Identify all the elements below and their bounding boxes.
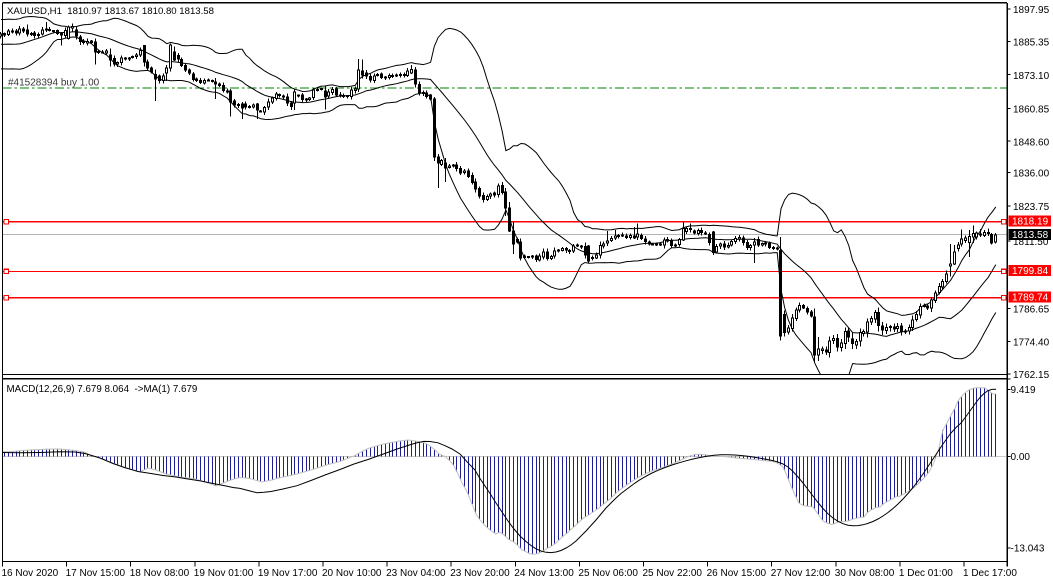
svg-text:1813.58: 1813.58 <box>1012 230 1049 241</box>
svg-text:20 Nov 10:00: 20 Nov 10:00 <box>322 568 382 579</box>
svg-text:1789.74: 1789.74 <box>1012 293 1049 304</box>
svg-text:1786.65: 1786.65 <box>1013 305 1050 316</box>
svg-text:1799.84: 1799.84 <box>1012 266 1049 277</box>
svg-text:26 Nov 15:00: 26 Nov 15:00 <box>707 568 767 579</box>
svg-text:1762.15: 1762.15 <box>1013 370 1050 381</box>
svg-text:1 Dec 17:00: 1 Dec 17:00 <box>963 568 1017 579</box>
svg-text:19 Nov 01:00: 19 Nov 01:00 <box>194 568 254 579</box>
svg-text:-13.043: -13.043 <box>1011 544 1045 555</box>
svg-text:1897.95: 1897.95 <box>1013 5 1050 16</box>
svg-text:1818.19: 1818.19 <box>1012 217 1049 228</box>
svg-text:1860.85: 1860.85 <box>1013 105 1050 116</box>
svg-text:16 Nov 2020: 16 Nov 2020 <box>2 568 59 579</box>
svg-text:XAUUSD,H1 1810.97 1813.67 181: XAUUSD,H1 1810.97 1813.67 1810.80 1813.5… <box>7 6 214 17</box>
svg-text:#41528394 buy 1.00: #41528394 buy 1.00 <box>8 78 100 89</box>
svg-text:1836.00: 1836.00 <box>1013 169 1050 180</box>
svg-text:MACD(12,26,9) 7.679 8.064 ->M: MACD(12,26,9) 7.679 8.064 ->MA(1) 7.679 <box>7 384 198 395</box>
svg-text:24 Nov 13:00: 24 Nov 13:00 <box>514 568 574 579</box>
svg-text:1873.10: 1873.10 <box>1013 71 1050 82</box>
svg-text:23 Nov 04:00: 23 Nov 04:00 <box>386 568 446 579</box>
svg-text:19 Nov 17:00: 19 Nov 17:00 <box>258 568 318 579</box>
svg-text:25 Nov 22:00: 25 Nov 22:00 <box>643 568 703 579</box>
svg-text:27 Nov 12:00: 27 Nov 12:00 <box>771 568 831 579</box>
svg-text:1848.60: 1848.60 <box>1013 137 1050 148</box>
svg-text:1885.35: 1885.35 <box>1013 38 1050 49</box>
svg-text:1811.50: 1811.50 <box>1013 237 1049 248</box>
svg-text:1823.75: 1823.75 <box>1013 202 1050 213</box>
svg-text:1774.40: 1774.40 <box>1013 338 1050 349</box>
svg-text:23 Nov 20:00: 23 Nov 20:00 <box>450 568 510 579</box>
svg-text:9.419: 9.419 <box>1011 385 1036 396</box>
svg-text:17 Nov 15:00: 17 Nov 15:00 <box>66 568 126 579</box>
svg-text:0.00: 0.00 <box>1011 452 1031 463</box>
svg-text:25 Nov 06:00: 25 Nov 06:00 <box>578 568 638 579</box>
svg-text:18 Nov 08:00: 18 Nov 08:00 <box>130 568 190 579</box>
svg-text:30 Nov 08:00: 30 Nov 08:00 <box>835 568 895 579</box>
svg-text:1 Dec 01:00: 1 Dec 01:00 <box>899 568 953 579</box>
